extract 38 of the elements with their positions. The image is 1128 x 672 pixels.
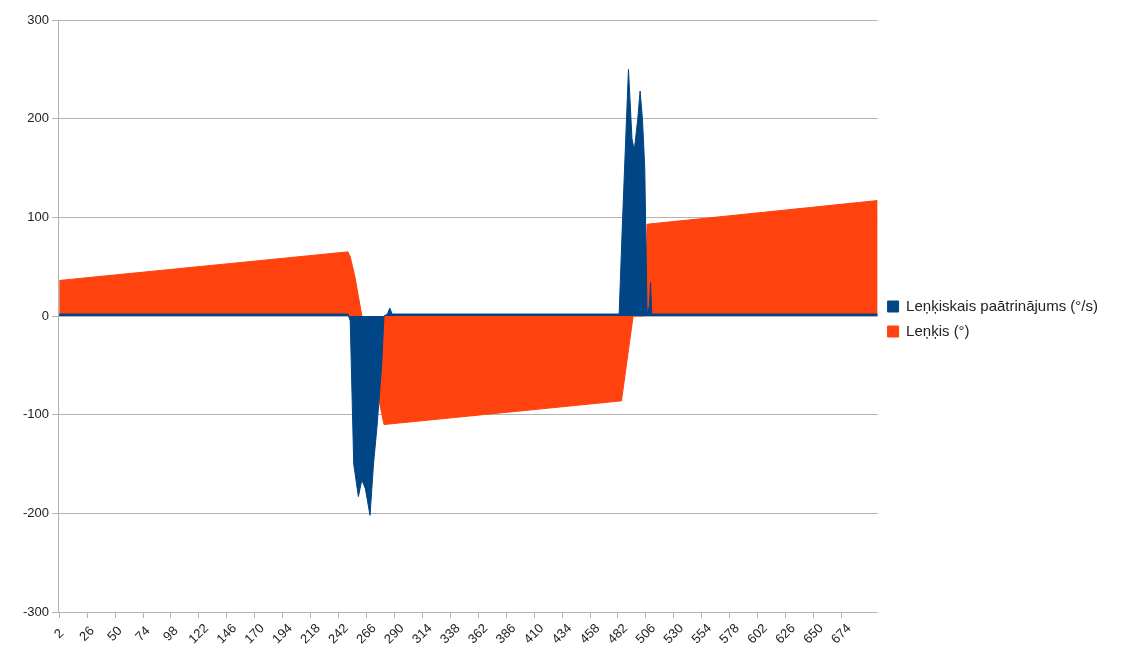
x-tick-label: 650 bbox=[799, 620, 826, 647]
x-tick-label: 266 bbox=[352, 620, 379, 647]
x-tick-label: 290 bbox=[380, 620, 407, 647]
x-tick-label: 530 bbox=[660, 620, 687, 647]
x-tick-label: 146 bbox=[213, 620, 240, 647]
y-tick-label: -200 bbox=[22, 504, 50, 520]
x-tick-label: 194 bbox=[269, 620, 296, 647]
x-tick-label: 218 bbox=[297, 620, 323, 647]
x-tick-label: 434 bbox=[548, 620, 575, 647]
x-tick-label: 170 bbox=[241, 620, 268, 647]
y-tick-label: -300 bbox=[22, 603, 50, 619]
x-tick-label: 362 bbox=[464, 620, 491, 647]
y-tick-label: -100 bbox=[22, 406, 50, 422]
legend-label: Leņķis (°) bbox=[906, 321, 970, 339]
y-tick-label: 300 bbox=[27, 11, 50, 27]
x-tick-label: 314 bbox=[408, 620, 435, 647]
x-tick-label: 506 bbox=[632, 620, 659, 647]
x-tick-label: 338 bbox=[436, 620, 463, 647]
x-tick-label: 122 bbox=[185, 620, 212, 647]
x-tick-label: 386 bbox=[492, 620, 519, 647]
x-tick-label: 98 bbox=[159, 622, 181, 644]
y-tick-label: 100 bbox=[27, 208, 50, 224]
x-tick-label: 242 bbox=[324, 620, 351, 647]
x-tick-label: 410 bbox=[520, 620, 547, 647]
x-tick-label: 2 bbox=[50, 625, 67, 642]
x-tick-label: 26 bbox=[76, 622, 97, 644]
x-tick-label: 674 bbox=[827, 620, 854, 647]
x-tick-label: 50 bbox=[103, 622, 125, 644]
x-tick-label: 554 bbox=[688, 620, 715, 647]
x-tick-label: 482 bbox=[604, 620, 631, 647]
y-tick-label: 200 bbox=[27, 110, 50, 126]
legend-label: Leņķiskais paātrinājums (°/s) bbox=[906, 296, 1098, 314]
x-tick-label: 458 bbox=[576, 620, 603, 647]
x-tick-label: 578 bbox=[716, 620, 743, 647]
x-tick-label: 602 bbox=[744, 620, 771, 647]
x-tick-label: 74 bbox=[131, 622, 153, 644]
y-tick-label: 0 bbox=[41, 307, 50, 323]
x-tick-label: 626 bbox=[772, 620, 798, 647]
